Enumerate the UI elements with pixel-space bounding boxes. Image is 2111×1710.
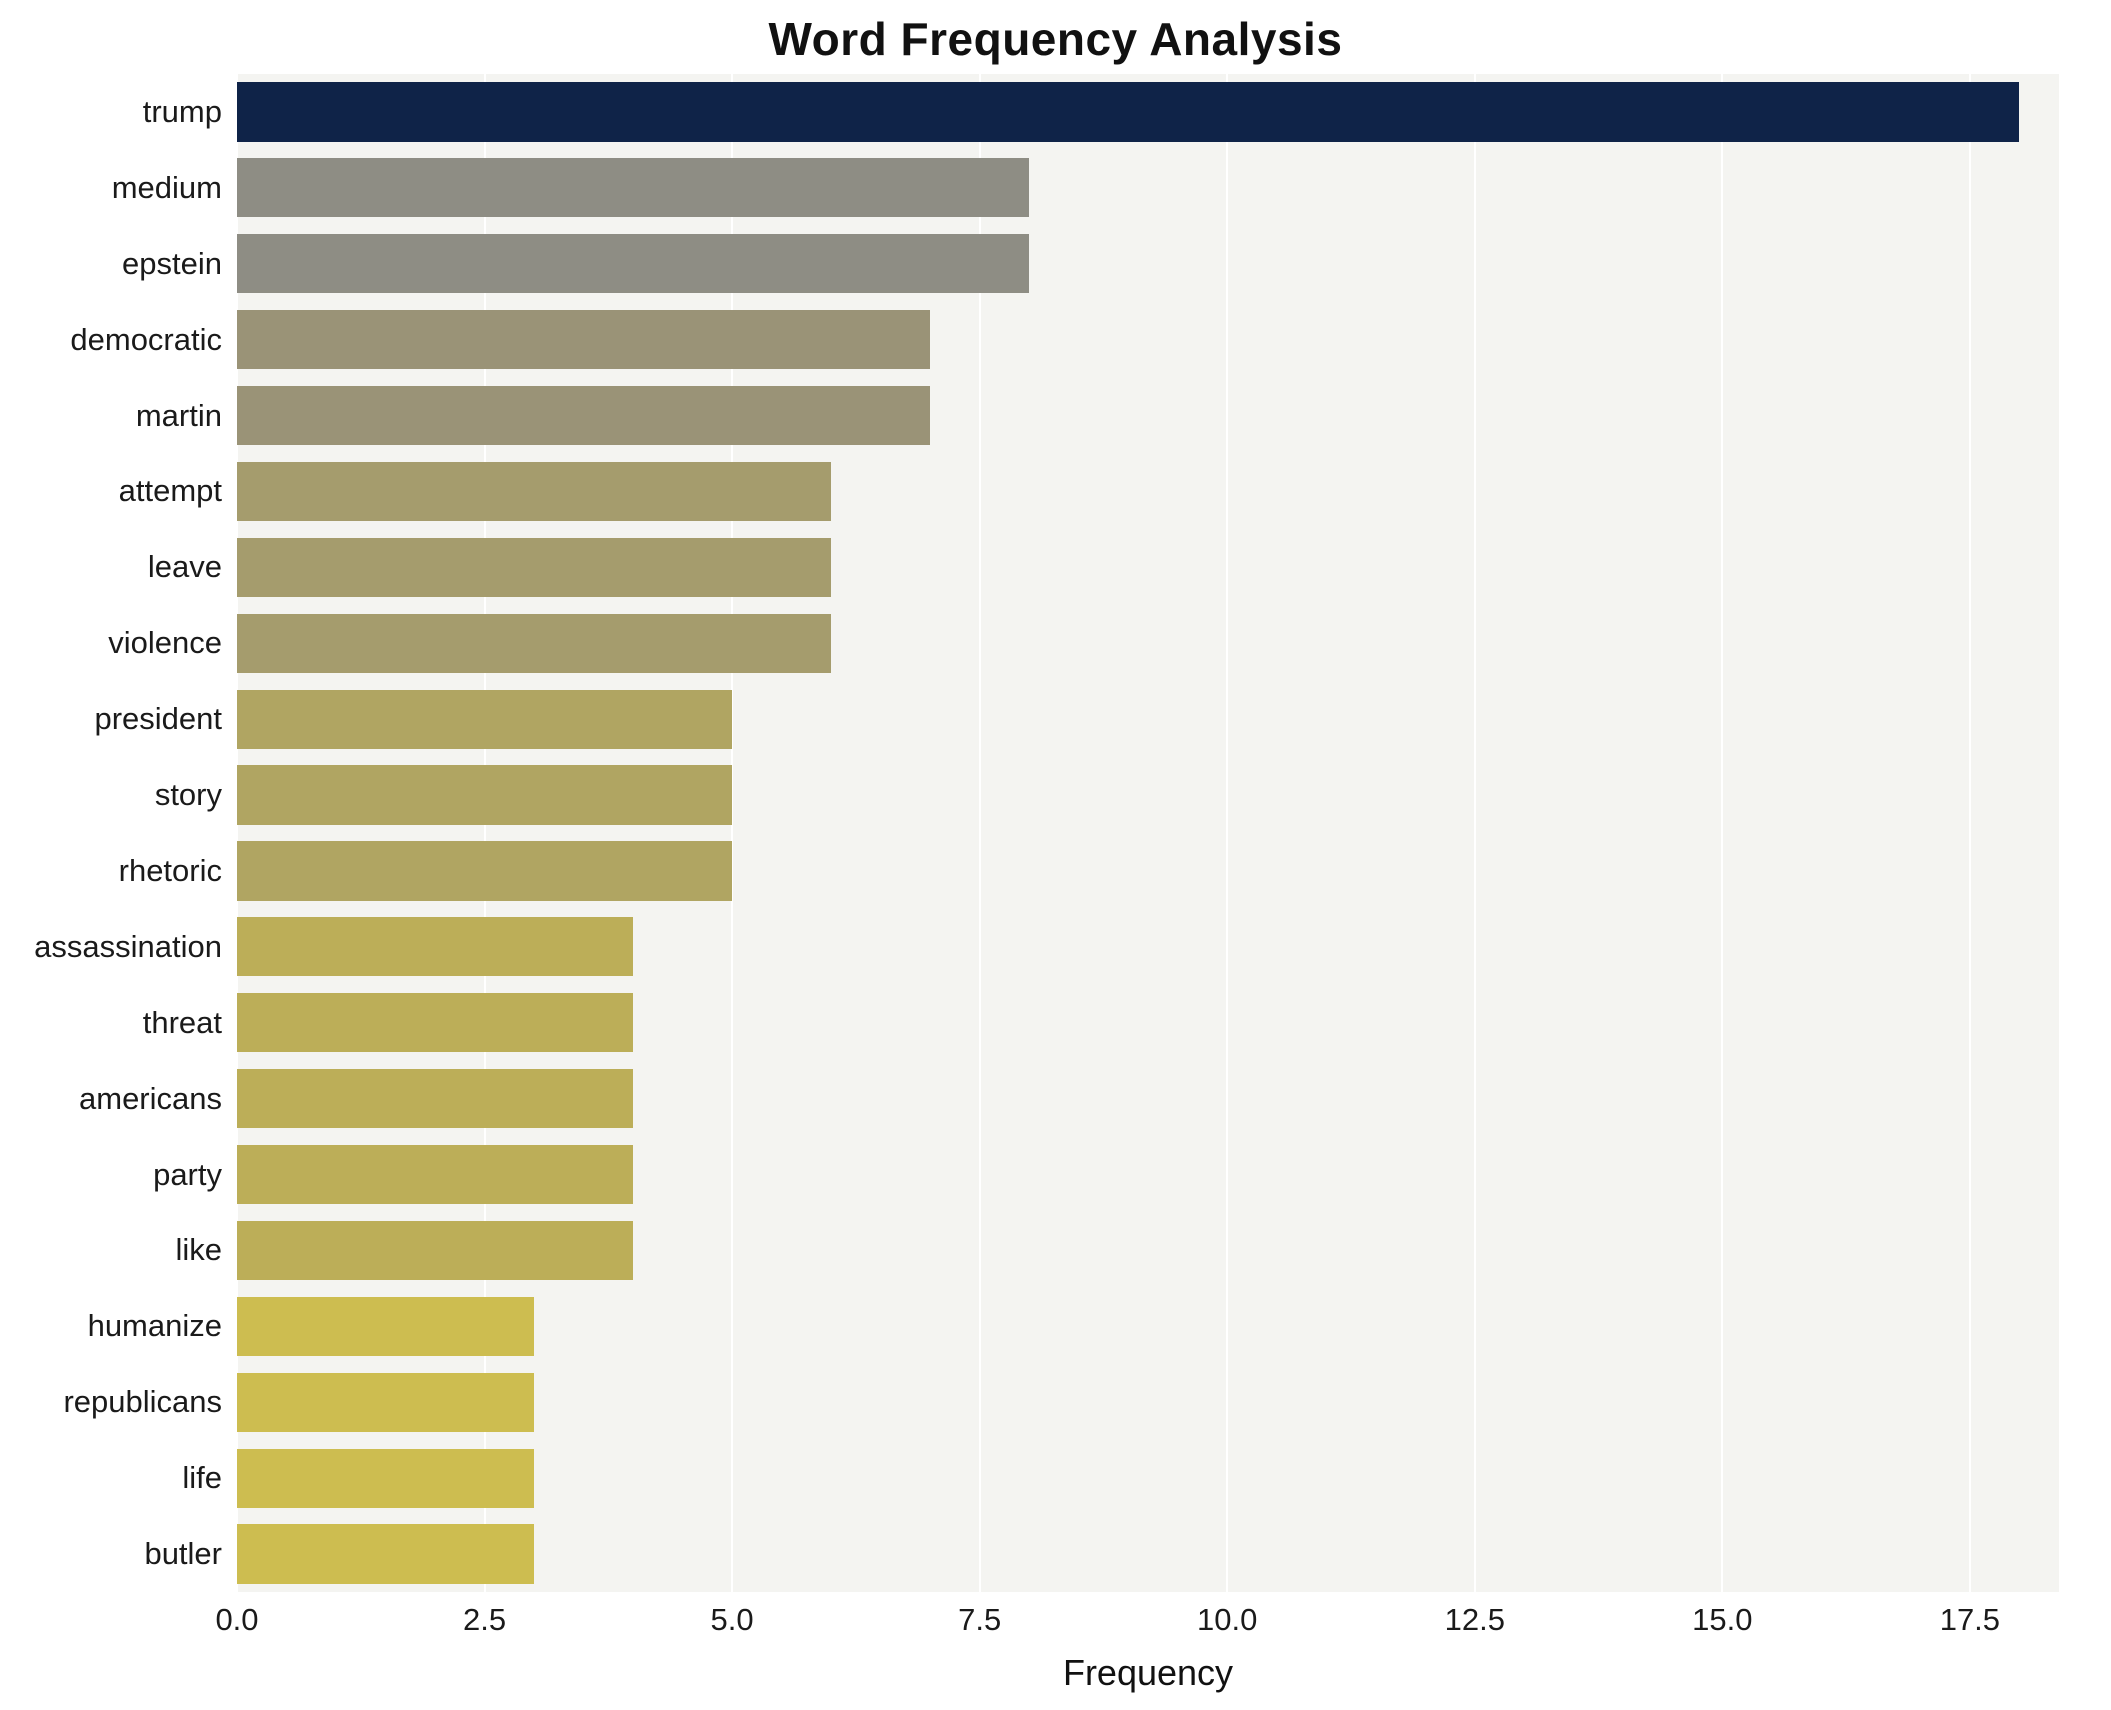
gridline: [236, 74, 238, 1592]
x-tick-label: 5.0: [710, 1602, 754, 1637]
x-tick-label: 15.0: [1692, 1602, 1753, 1637]
y-tick-label: martin: [135, 397, 222, 433]
bar-row: [237, 378, 2059, 454]
bar-row: [237, 1288, 2059, 1364]
y-tick-label: violence: [108, 625, 222, 661]
x-axis-ticks: 0.0 2.5 5.0 7.5 10.0 12.5 15.0 17.5: [215, 1602, 2059, 1644]
bar-row: [237, 454, 2059, 530]
bar-butler: [237, 1524, 535, 1584]
bar-violence: [237, 613, 832, 673]
y-tick-label: story: [154, 777, 222, 813]
y-tick-label: republicans: [63, 1384, 222, 1420]
x-tick-label: 2.5: [462, 1602, 507, 1637]
bar-row: [237, 226, 2059, 302]
bar-row: [237, 681, 2059, 757]
y-tick-label: humanize: [87, 1308, 222, 1344]
y-axis-labels: trump medium epstein democratic martin attemp…: [0, 74, 222, 1592]
bar-president: [237, 689, 733, 749]
gridline: [483, 74, 486, 1592]
bar-row: [237, 1213, 2059, 1289]
bar-row: [237, 74, 2059, 150]
bar-americans: [237, 1069, 634, 1129]
bar-leave: [237, 537, 832, 597]
y-tick-label: life: [182, 1460, 222, 1496]
y-tick-label: like: [175, 1232, 222, 1268]
bar-story: [237, 765, 733, 825]
x-tick-label: 7.5: [958, 1602, 1002, 1637]
gridline: [978, 74, 981, 1592]
bar-threat: [237, 993, 634, 1053]
y-tick-label: party: [153, 1156, 222, 1192]
chart-title: Word Frequency Analysis: [768, 13, 1343, 65]
y-tick-label: americans: [79, 1080, 222, 1116]
gridline: [1721, 74, 1724, 1592]
y-tick-label: attempt: [118, 473, 222, 509]
bar-martin: [237, 385, 931, 446]
bar-row: [237, 605, 2059, 681]
bar-row: [237, 757, 2059, 833]
bar-epstein: [237, 234, 1030, 294]
x-tick-label: 12.5: [1444, 1602, 1505, 1637]
bar-row: [237, 1364, 2059, 1440]
bar-row: [237, 1061, 2059, 1137]
bar-row: [237, 302, 2059, 378]
bar-rhetoric: [237, 841, 733, 901]
bar-row: [237, 833, 2059, 909]
bar-assassination: [237, 917, 634, 977]
y-tick-label: rhetoric: [118, 852, 222, 888]
bar-humanize: [237, 1296, 535, 1356]
bar-republicans: [237, 1372, 535, 1432]
bar-like: [237, 1220, 634, 1281]
y-tick-label: democratic: [70, 321, 222, 357]
bar-row: [237, 1440, 2059, 1516]
gridline: [1226, 74, 1229, 1592]
bar-party: [237, 1144, 634, 1205]
y-tick-label: epstein: [122, 245, 222, 281]
gridline: [1968, 74, 1971, 1592]
y-tick-label: threat: [142, 1004, 222, 1040]
bar-row: [237, 1516, 2059, 1592]
bar-medium: [237, 158, 1030, 218]
y-tick-label: trump: [142, 93, 222, 129]
x-tick-label: 17.5: [1939, 1602, 2001, 1637]
gridline: [731, 74, 734, 1592]
bar-attempt: [237, 461, 832, 522]
y-tick-label: medium: [111, 169, 222, 205]
x-tick-label: 10.0: [1197, 1602, 1258, 1637]
y-tick-label: president: [94, 701, 222, 737]
bar-row: [237, 985, 2059, 1061]
y-tick-label: butler: [144, 1536, 222, 1572]
y-tick-label: assassination: [34, 928, 222, 964]
x-tick-label: 0.0: [215, 1602, 259, 1637]
bar-row: [237, 1137, 2059, 1213]
bar-row: [237, 150, 2059, 226]
x-axis-title: Frequency: [1062, 1652, 1234, 1693]
plot-area: [236, 74, 2059, 1592]
y-tick-label: leave: [147, 549, 222, 585]
bar-democratic: [237, 310, 931, 370]
bar-trump: [237, 82, 2020, 142]
bar-row: [237, 909, 2059, 985]
bar-row: [237, 529, 2059, 605]
gridline: [1473, 74, 1476, 1592]
bar-life: [237, 1448, 535, 1508]
